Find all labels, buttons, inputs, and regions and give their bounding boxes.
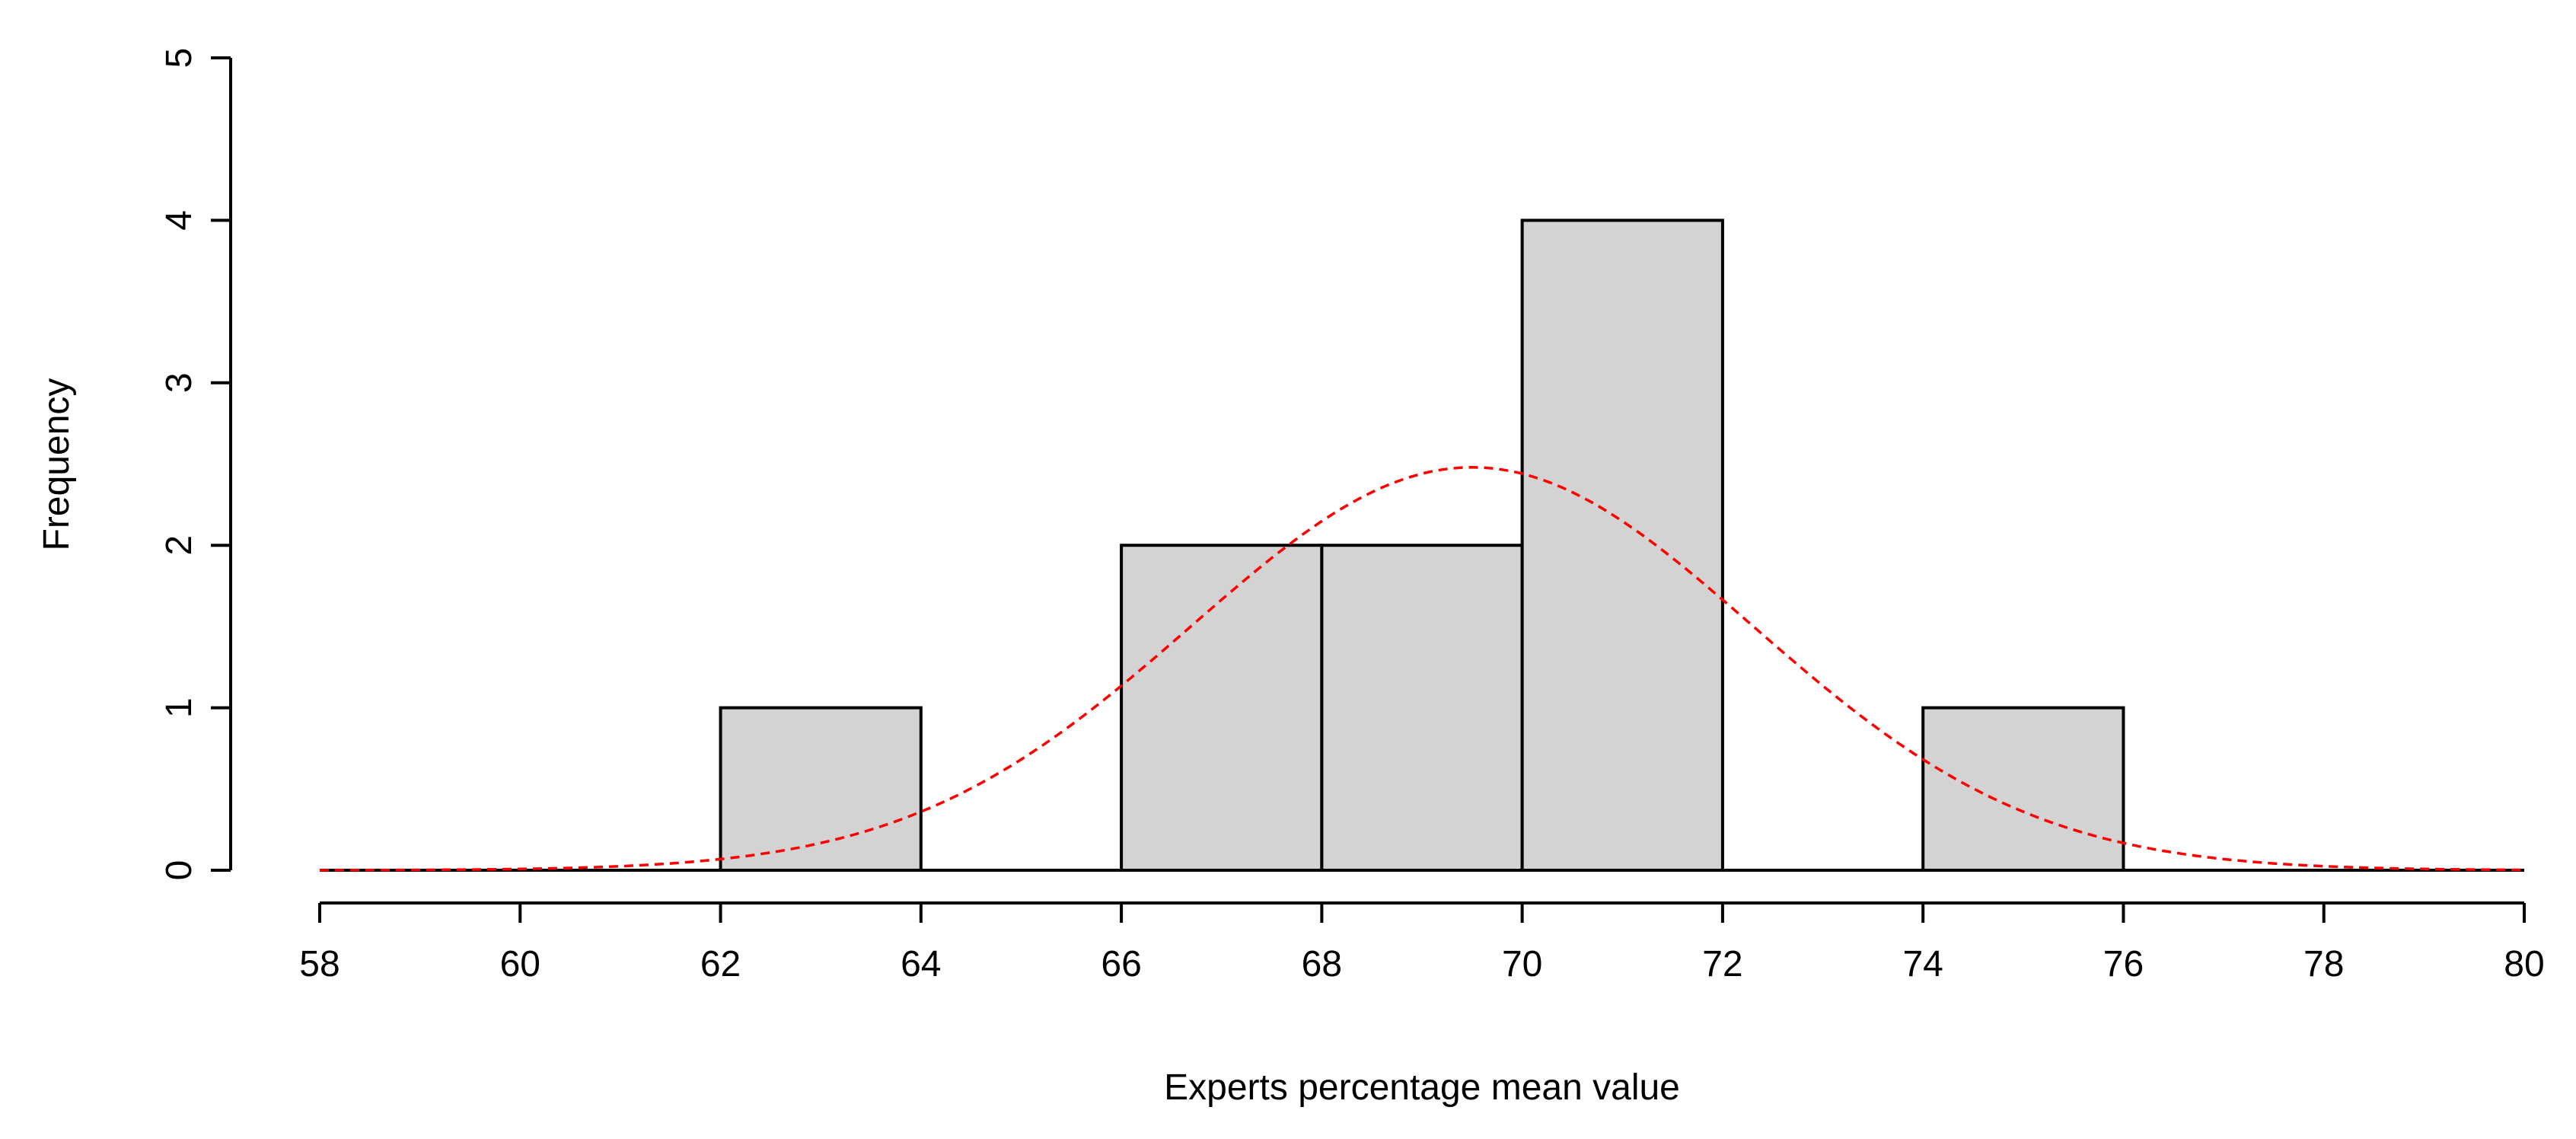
histogram-bar (1921, 706, 2125, 872)
histogram-bar (1320, 544, 1524, 872)
y-tick-label: 2 (159, 535, 199, 556)
y-tick-label: 4 (159, 210, 199, 231)
normal-density-curve (320, 466, 2524, 872)
x-tick-label: 66 (1101, 944, 1141, 984)
y-tick-label: 3 (159, 372, 199, 393)
x-axis: 58 60 62 64 66 68 70 72 74 76 78 80 (299, 901, 2545, 984)
x-tick-label: 60 (500, 944, 540, 984)
x-tick-label: 74 (1902, 944, 1943, 984)
histogram-bar (1120, 544, 1324, 872)
x-tick-label: 72 (1702, 944, 1742, 984)
y-tick-label: 0 (159, 860, 199, 881)
x-tick-label: 58 (299, 944, 340, 984)
x-tick-label: 68 (1302, 944, 1342, 984)
y-tick-label: 5 (159, 48, 199, 69)
x-axis-title: Experts percentage mean value (1164, 1067, 1680, 1108)
x-tick-label: 62 (700, 944, 741, 984)
y-tick-label: 1 (159, 697, 199, 718)
histogram-bar (719, 706, 923, 872)
x-tick-label: 76 (2103, 944, 2144, 984)
y-axis: 0 1 2 3 4 5 (159, 48, 232, 881)
y-axis-ticks: 0 1 2 3 4 5 (159, 48, 231, 881)
x-tick-label: 64 (901, 944, 941, 984)
histogram-bars (719, 219, 2125, 872)
x-tick-label: 70 (1502, 944, 1542, 984)
y-axis-title: Frequency (37, 378, 77, 551)
x-tick-label: 80 (2504, 944, 2544, 984)
x-tick-label: 78 (2303, 944, 2344, 984)
x-axis-ticks: 58 60 62 64 66 68 70 72 74 76 78 80 (299, 903, 2545, 984)
histogram-bar (1520, 219, 1724, 872)
